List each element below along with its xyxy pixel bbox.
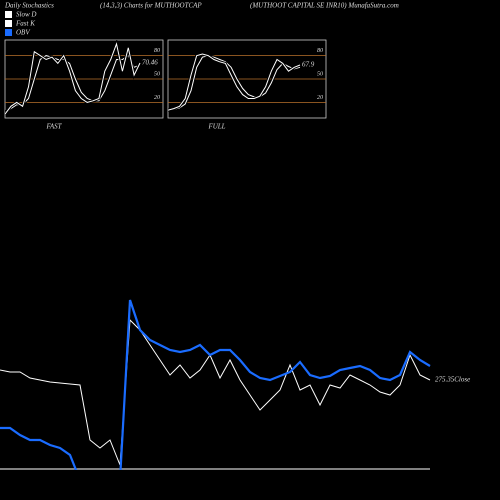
legend-label: OBV [16, 29, 30, 37]
header-center: (14,3,3) Charts for MUTHOOTCAP [100, 2, 202, 10]
series-line [168, 53, 301, 111]
y-tick-label: 50 [317, 71, 323, 77]
series-group [168, 52, 301, 112]
legend-swatch [5, 20, 12, 27]
panel-title: FULL [207, 123, 225, 131]
header-left: Daily Stochastics [4, 2, 54, 10]
y-tick-label: 20 [317, 95, 323, 101]
series-line [5, 42, 141, 115]
series-line [5, 54, 141, 113]
series-line [0, 318, 431, 466]
series-line [0, 299, 431, 470]
legend-swatch [5, 29, 12, 36]
legend-swatch [5, 11, 12, 18]
series-group [5, 40, 142, 116]
legend-label: Fast K [15, 20, 35, 28]
series-group [0, 299, 431, 470]
legend-label: Slow D [16, 11, 36, 19]
last-value-label: 70.46 [142, 59, 158, 67]
y-tick-label: 80 [154, 48, 160, 54]
y-tick-label: 80 [317, 48, 323, 54]
header-right: (MUTHOOT CAPITAL SE INR10) MunafaSutra.c… [250, 2, 399, 10]
panel-title: FAST [45, 123, 62, 131]
y-tick-label: 20 [154, 95, 160, 101]
series-line [168, 55, 301, 111]
close-label: 275.35Close [435, 376, 470, 384]
y-tick-label: 50 [154, 71, 160, 77]
last-value-label: 67.9 [302, 61, 315, 69]
